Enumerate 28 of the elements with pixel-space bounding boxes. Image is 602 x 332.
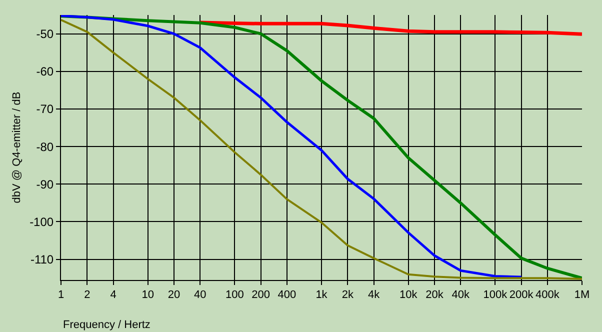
- y-axis-title: dbV @ Q4-emitter / dB: [11, 92, 24, 204]
- x-tick-label: 4k: [368, 289, 380, 302]
- x-tick-label: 40: [194, 289, 206, 302]
- y-tick-label: -60: [36, 64, 54, 79]
- y-tick-label: -80: [36, 140, 54, 154]
- y-tick-label: -90: [36, 177, 54, 192]
- y-tick-label: -110: [30, 252, 54, 267]
- x-tick-label: 10k: [399, 289, 418, 302]
- x-axis-title: Frequency / Hertz: [63, 319, 150, 331]
- x-tick-label: 10: [142, 289, 154, 302]
- x-tick-label: 200: [252, 289, 270, 302]
- y-tick-label: -70: [36, 102, 54, 116]
- x-tick-label: 2: [84, 289, 90, 302]
- x-tick-label: 100k: [483, 289, 508, 302]
- x-tick-label: 1k: [316, 289, 328, 302]
- x-tick-label: 2k: [342, 289, 354, 302]
- x-tick-label: 1: [58, 289, 64, 302]
- x-tick-label: 20: [168, 289, 180, 302]
- x-tick-label: 400: [278, 289, 296, 302]
- x-tick-label: 1M: [574, 289, 590, 302]
- x-tick-label: 100: [225, 289, 244, 302]
- x-tick-label: 40k: [452, 289, 470, 302]
- x-tick-label: 200k: [509, 289, 534, 302]
- x-tick-label: 400k: [536, 289, 560, 302]
- y-tick-label: -50: [36, 26, 54, 41]
- x-tick-label: 20k: [426, 289, 444, 302]
- x-tick-label: 4: [110, 289, 116, 302]
- y-tick-label: -100: [30, 214, 54, 229]
